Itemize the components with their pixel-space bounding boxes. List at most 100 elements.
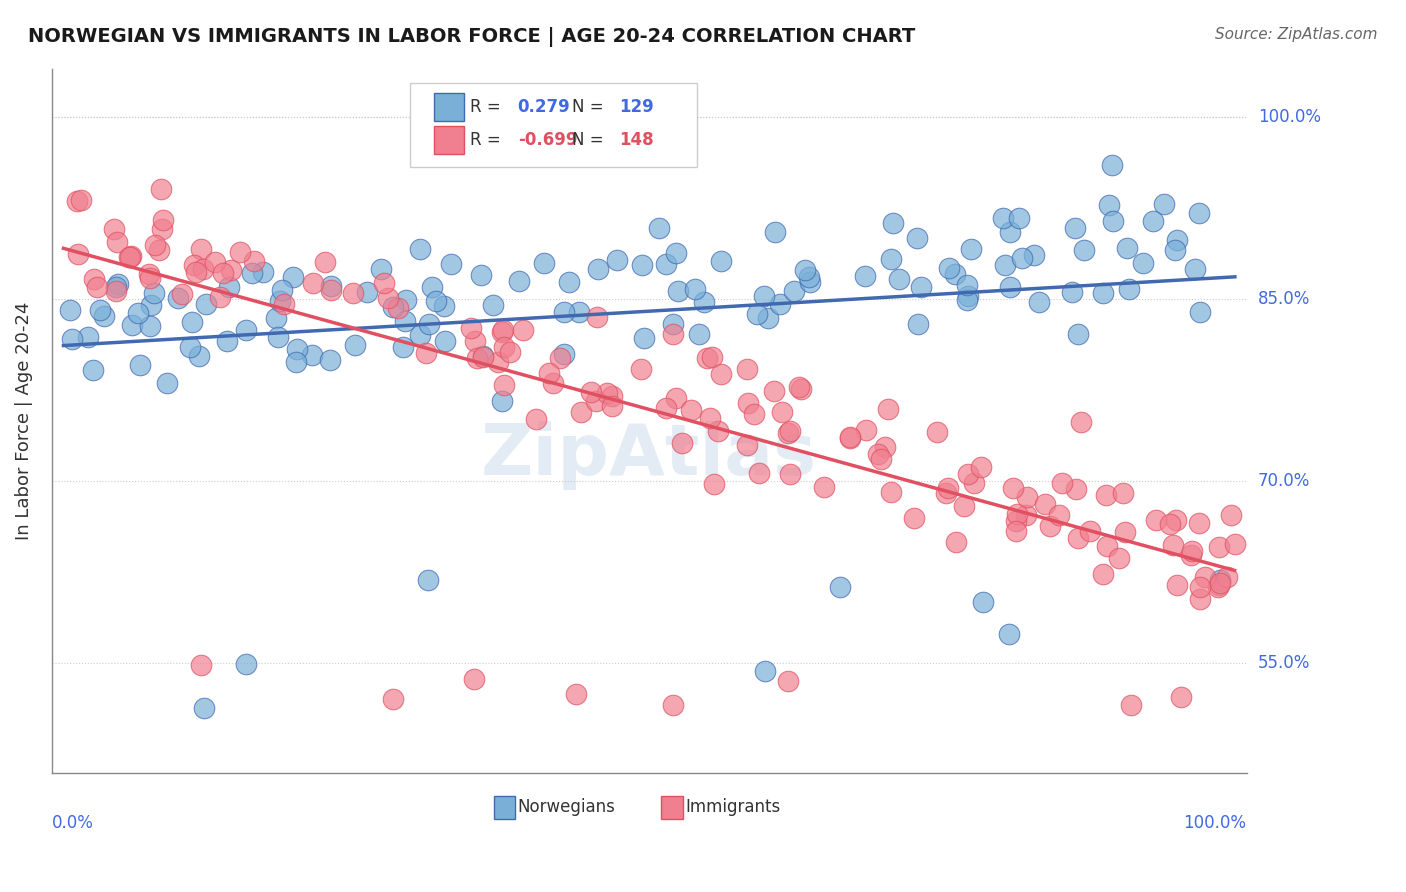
Point (553, 305, 575, 319)
Point (1011, 252, 1033, 266)
Point (120, 249, 142, 263)
Point (342, 286, 364, 301)
Text: N =: N = (571, 131, 603, 149)
Point (1067, 326, 1090, 341)
Point (998, 627, 1021, 641)
Point (139, 319, 162, 334)
Point (356, 285, 378, 300)
Point (218, 280, 240, 294)
Point (1063, 221, 1085, 235)
Point (494, 340, 516, 354)
Point (991, 211, 1014, 225)
Point (696, 351, 718, 365)
Point (1118, 283, 1140, 297)
Point (281, 270, 304, 285)
Point (1080, 524, 1102, 538)
Point (963, 476, 986, 491)
Point (415, 346, 437, 360)
Point (235, 323, 257, 337)
Point (425, 294, 447, 309)
FancyBboxPatch shape (494, 796, 516, 819)
Point (970, 460, 993, 475)
Point (59, 302, 82, 317)
Point (1164, 243, 1187, 257)
Point (66, 246, 89, 260)
Point (266, 311, 288, 326)
Point (882, 216, 904, 230)
Point (1161, 538, 1184, 552)
Point (737, 395, 759, 409)
Point (1194, 569, 1216, 583)
Point (752, 289, 775, 303)
Point (420, 280, 443, 294)
Point (508, 274, 530, 288)
Point (1188, 580, 1211, 594)
Point (1092, 566, 1115, 581)
Point (127, 306, 149, 320)
Point (779, 424, 801, 438)
Point (681, 402, 703, 417)
Point (370, 262, 392, 277)
Point (373, 276, 395, 290)
Point (1015, 490, 1038, 504)
Text: R =: R = (470, 98, 501, 116)
Point (1102, 214, 1125, 228)
Point (855, 423, 877, 437)
Point (1060, 285, 1083, 299)
Point (1209, 576, 1232, 591)
Text: R =: R = (470, 131, 501, 149)
Point (392, 340, 415, 354)
Point (464, 334, 486, 349)
Point (212, 267, 235, 281)
Text: 148: 148 (619, 131, 654, 149)
Point (1181, 544, 1204, 558)
Point (60, 332, 83, 346)
Point (1067, 531, 1090, 545)
Point (494, 377, 516, 392)
Point (1153, 196, 1175, 211)
Point (662, 698, 685, 712)
Point (953, 499, 976, 513)
Point (69, 194, 91, 208)
Point (797, 270, 820, 285)
Point (486, 355, 509, 369)
Point (377, 291, 399, 305)
Point (285, 342, 308, 356)
Point (568, 305, 591, 319)
Point (301, 348, 323, 362)
Point (1004, 524, 1026, 538)
Point (190, 242, 212, 256)
Text: Source: ZipAtlas.com: Source: ZipAtlas.com (1215, 27, 1378, 42)
Point (321, 278, 343, 293)
Point (215, 334, 238, 348)
Point (769, 297, 792, 311)
Point (105, 235, 128, 249)
Point (118, 250, 141, 264)
Text: 0.0%: 0.0% (52, 814, 94, 832)
Point (188, 349, 211, 363)
Point (779, 467, 801, 481)
Point (319, 352, 342, 367)
Point (1208, 578, 1230, 592)
Point (606, 253, 628, 268)
Point (139, 271, 162, 285)
Point (321, 284, 343, 298)
Point (1180, 548, 1202, 562)
Point (763, 225, 786, 239)
Point (314, 255, 336, 269)
Point (828, 580, 851, 594)
Point (105, 284, 128, 298)
Point (139, 298, 162, 312)
Point (1035, 497, 1057, 511)
Point (121, 318, 143, 333)
Point (1095, 488, 1118, 502)
Point (181, 315, 204, 329)
Point (195, 296, 218, 310)
Point (1097, 539, 1119, 553)
Point (1000, 225, 1022, 239)
Text: 70.0%: 70.0% (1258, 473, 1310, 491)
Point (1144, 513, 1167, 527)
Point (1188, 516, 1211, 530)
Point (873, 441, 896, 455)
Text: 0.279: 0.279 (517, 98, 571, 116)
